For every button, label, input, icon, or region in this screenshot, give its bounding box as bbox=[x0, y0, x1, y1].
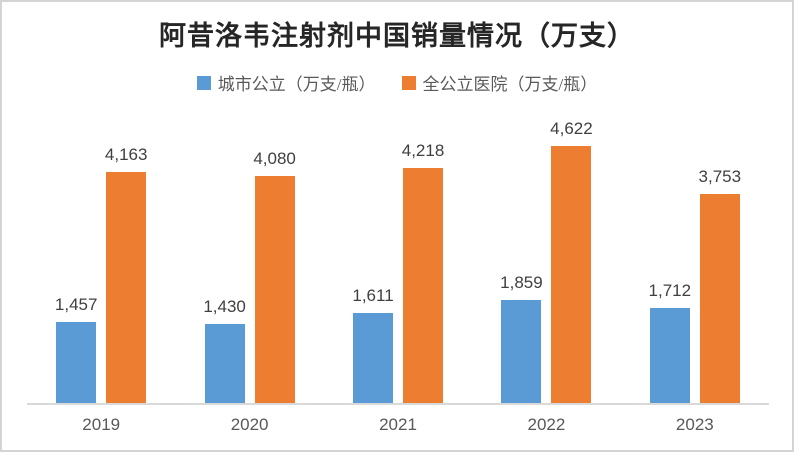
bar-group-2022: 1,859 4,622 bbox=[472, 119, 620, 403]
bar-series-0-2019: 1,457 bbox=[55, 295, 97, 403]
bar-series-0-2021: 1,611 bbox=[352, 286, 394, 403]
x-tick-label: 2019 bbox=[82, 415, 121, 434]
bar-group-2020: 1,430 4,080 bbox=[175, 125, 323, 403]
value-label: 1,457 bbox=[54, 295, 98, 314]
legend-item-series-1: 全公立医院（万支/瓶） bbox=[401, 70, 598, 95]
legend-marker-icon bbox=[401, 75, 416, 90]
value-label: 4,218 bbox=[401, 141, 445, 161]
bar-series-1-2019: 4,163 bbox=[105, 145, 147, 403]
value-label: 1,859 bbox=[500, 272, 543, 292]
chart-title: 阿昔洛韦注射剂中国销量情况（万支） bbox=[159, 21, 635, 51]
bar-group-2021: 1,611 4,218 bbox=[324, 125, 472, 403]
x-axis-line bbox=[27, 403, 769, 405]
legend: 城市公立（万支/瓶） 全公立医院（万支/瓶） bbox=[2, 70, 792, 95]
bar-series-0-2020: 1,430 bbox=[203, 297, 246, 403]
x-tick-label: 2020 bbox=[230, 415, 269, 434]
value-label: 1,712 bbox=[648, 280, 692, 300]
bar-series-0-2023: 1,712 bbox=[649, 281, 691, 403]
value-label: 1,611 bbox=[352, 286, 394, 306]
plot-area: 1,457 4,163 1,430 4,080 1,611 4,218 1,859 4,622… bbox=[27, 119, 769, 403]
value-label: 4,622 bbox=[550, 119, 593, 139]
value-label: 4,080 bbox=[253, 149, 296, 169]
legend-label: 城市公立（万支/瓶） bbox=[217, 75, 376, 94]
bar-series-1-2022: 4,622 bbox=[550, 119, 593, 403]
bar-series-1-2023: 3,753 bbox=[699, 167, 741, 403]
bar-series-1-2020: 4,080 bbox=[253, 149, 296, 403]
bar-series-0-2022: 1,859 bbox=[500, 273, 543, 403]
legend-label: 全公立医院（万支/瓶） bbox=[422, 75, 598, 94]
x-tick-label: 2021 bbox=[379, 415, 417, 434]
x-tick-label: 2023 bbox=[675, 415, 714, 434]
bar-group-2019: 1,457 4,163 bbox=[27, 125, 175, 403]
x-tick-label: 2022 bbox=[527, 415, 566, 434]
value-label: 1,430 bbox=[203, 296, 246, 316]
legend-marker-icon bbox=[196, 75, 211, 90]
value-label: 4,163 bbox=[104, 144, 148, 164]
x-axis-tick-labels: 2019 2020 2021 2022 2023 bbox=[27, 415, 769, 435]
bar-group-2023: 1,712 3,753 bbox=[621, 125, 769, 403]
value-label: 3,753 bbox=[698, 167, 742, 187]
legend-item-series-0: 城市公立（万支/瓶） bbox=[196, 70, 376, 95]
bar-series-1-2021: 4,218 bbox=[402, 141, 444, 403]
